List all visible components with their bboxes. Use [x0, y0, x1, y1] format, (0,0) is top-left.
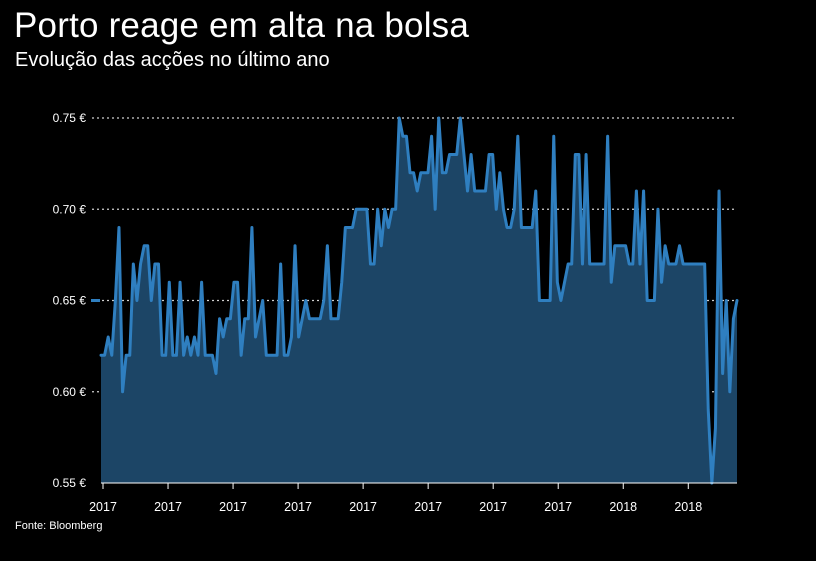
x-tick-label: 2017: [89, 500, 117, 514]
x-tick-label: 2018: [674, 500, 702, 514]
y-tick-label: 0.75 €: [53, 111, 87, 125]
y-tick-label: 0.70 €: [53, 202, 87, 216]
plot-area: [99, 116, 739, 485]
y-tick-label: 0.55 €: [53, 476, 87, 490]
x-tick-label: 2017: [414, 500, 442, 514]
source-note: Fonte: Bloomberg: [15, 520, 103, 532]
series-line: [99, 116, 739, 485]
chart-title: Porto reage em alta na bolsa: [14, 6, 470, 45]
x-tick-label: 2017: [154, 500, 182, 514]
x-tick-label: 2017: [349, 500, 377, 514]
x-tick-label: 2017: [284, 500, 312, 514]
x-tick-label: 2017: [479, 500, 507, 514]
x-tick-label: 2018: [609, 500, 637, 514]
axes: 0.75 €0.70 €0.65 €0.60 €0.55 €2017 2017 20…: [53, 111, 737, 514]
chart-subtitle: Evolução das acções no último ano: [15, 49, 330, 71]
series-area-fill: [101, 118, 737, 483]
y-tick-label: 0.65 €: [53, 294, 87, 308]
x-tick-label: 2017: [544, 500, 572, 514]
x-tick-label: 2017: [219, 500, 247, 514]
y-tick-label: 0.60 €: [53, 385, 87, 399]
